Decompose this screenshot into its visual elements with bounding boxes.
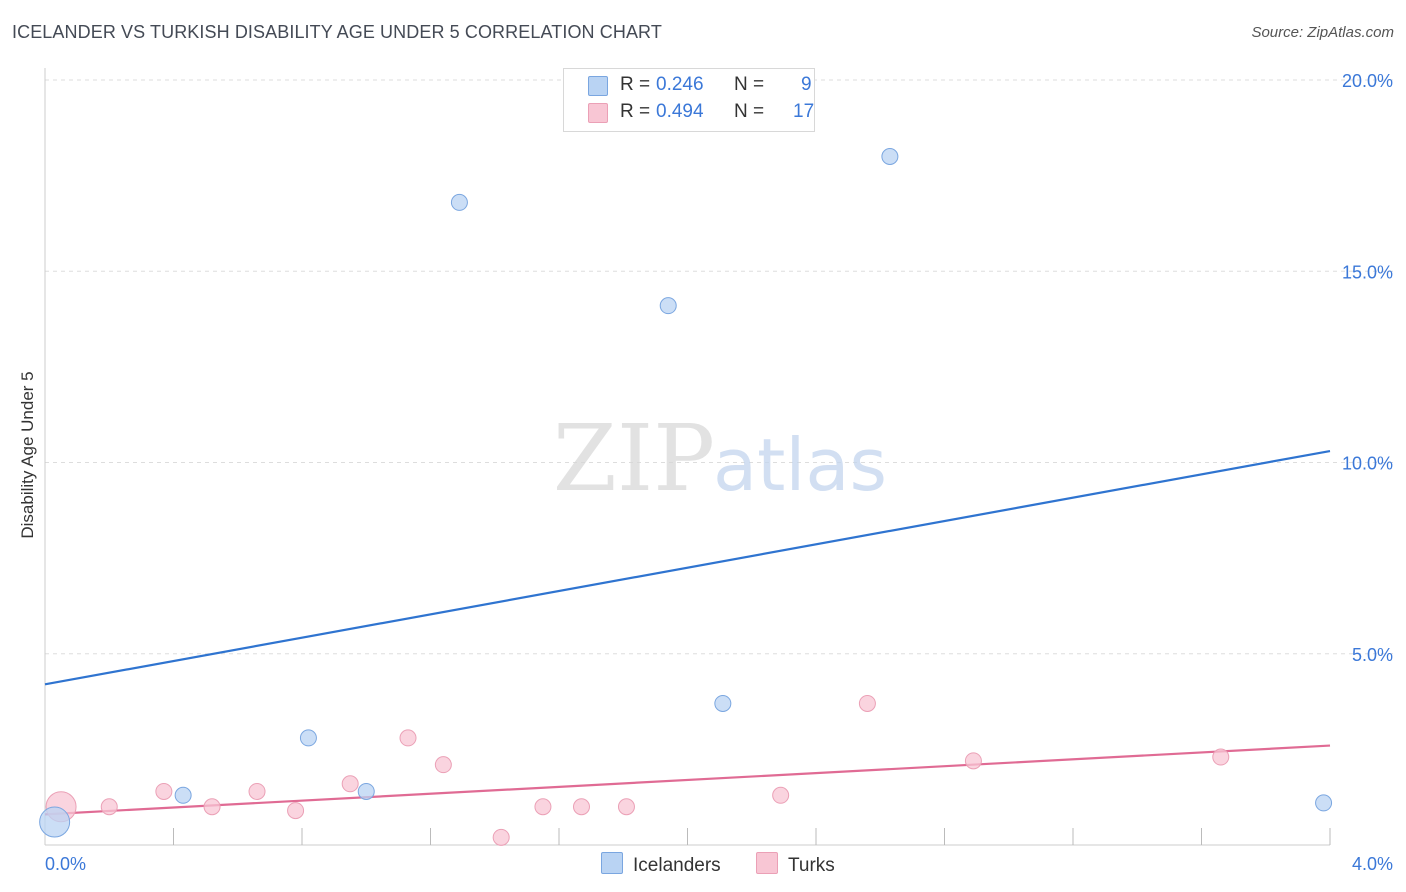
turks-point	[964, 752, 982, 770]
turks-legend-swatch	[756, 852, 778, 874]
n-value: 9	[801, 74, 812, 95]
turks-point	[617, 798, 635, 816]
icelanders-point	[1315, 794, 1333, 812]
turks-point	[155, 782, 173, 800]
y-tick-label: 10.0%	[1342, 454, 1393, 474]
source-label: Source: ZipAtlas.com	[1251, 24, 1394, 41]
n-label: N =	[734, 74, 765, 95]
turks-point	[772, 786, 790, 804]
axes	[44, 68, 1331, 846]
y-tick-label: 5.0%	[1352, 645, 1393, 665]
icelanders-legend-label: Icelanders	[633, 855, 721, 876]
icelanders-point	[450, 193, 468, 211]
turks-point	[858, 694, 876, 712]
turks-point	[203, 798, 221, 816]
turks-point	[341, 775, 359, 793]
turks-point	[287, 802, 305, 820]
turks-point	[248, 782, 266, 800]
tick-labels: 5.0% 10.0% 15.0% 20.0% 0.0% 4.0%	[45, 71, 1393, 874]
turks-point	[492, 828, 510, 846]
turks-point	[399, 729, 417, 747]
turks-legend-label: Turks	[788, 855, 835, 876]
icelanders-legend-swatch	[601, 852, 623, 874]
turks-point	[434, 756, 452, 774]
turks-point	[572, 798, 590, 816]
icelanders-point	[357, 782, 375, 800]
watermark: ZIP atlas	[553, 405, 887, 512]
watermark-zip: ZIP	[553, 405, 715, 512]
chart-title: ICELANDER VS TURKISH DISABILITY AGE UNDE…	[12, 22, 662, 42]
icelanders-point	[299, 729, 317, 747]
turks-point	[534, 798, 552, 816]
n-value: 17	[793, 101, 815, 122]
icelanders-point	[714, 694, 732, 712]
turks-swatch	[588, 103, 608, 123]
icelanders-point	[659, 297, 677, 315]
icelanders-swatch	[588, 76, 608, 96]
legend-item-turks: Turks	[756, 852, 835, 877]
icelanders-point	[881, 148, 899, 165]
turks-point	[1212, 748, 1230, 766]
r-value: 0.246	[656, 74, 704, 95]
icelanders-trend-line	[44, 449, 1331, 686]
n-label: N =	[734, 101, 765, 122]
y-tick-label: 20.0%	[1342, 71, 1393, 91]
gridlines	[45, 79, 1395, 655]
y-tick-label: 15.0%	[1342, 262, 1393, 282]
legend-item-icelanders: Icelanders	[601, 852, 721, 877]
r-label: R =	[620, 74, 651, 95]
turks-point	[100, 798, 118, 816]
x-tick-label-min: 0.0%	[45, 854, 86, 874]
r-label: R =	[620, 101, 651, 122]
icelanders-point	[39, 806, 71, 838]
icelanders-point	[174, 786, 192, 804]
turks-trend-line	[44, 744, 1331, 816]
r-value: 0.494	[656, 101, 704, 122]
watermark-atlas: atlas	[713, 423, 887, 507]
trend-lines	[44, 449, 1331, 816]
x-tick-label-max: 4.0%	[1352, 854, 1393, 874]
correlation-legend: R = 0.246 N = 9 R = 0.494 N = 17	[563, 68, 815, 132]
data-points	[39, 148, 1333, 846]
